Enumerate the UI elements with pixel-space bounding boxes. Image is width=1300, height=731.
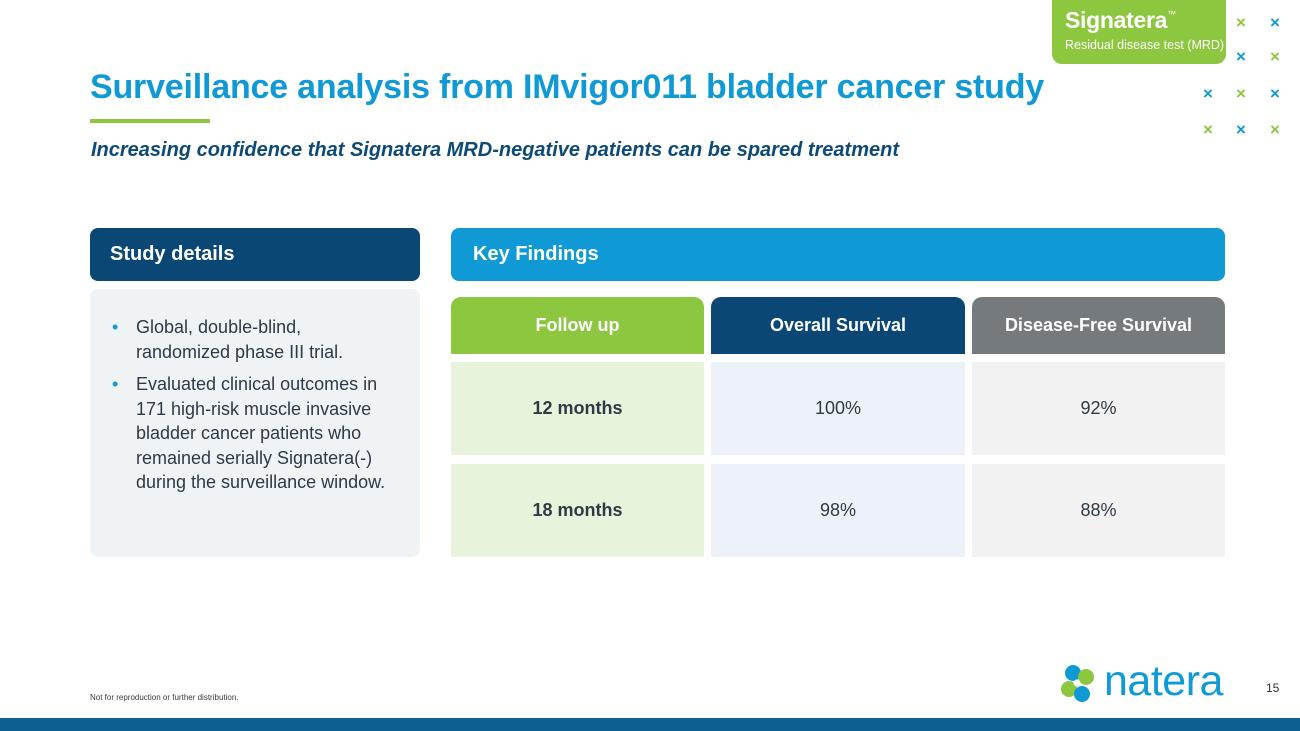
cell-follow-up-row2: 18 months <box>451 464 704 557</box>
column-header-follow-up: Follow up <box>451 297 704 354</box>
decor-x-icon: × <box>1270 120 1280 139</box>
page-subtitle: Increasing confidence that Signatera MRD… <box>91 139 899 161</box>
cell-follow-up-row1: 12 months <box>451 362 704 455</box>
cell-overall-survival-row1: 100% <box>711 362 965 455</box>
badge-subtitle: Residual disease test (MRD) <box>1065 38 1225 52</box>
badge-name: Signatera™ <box>1065 7 1176 33</box>
study-detail-bullet: • Global, double-blind, randomized phase… <box>112 317 344 362</box>
cell-overall-survival-row2: 98% <box>711 464 965 557</box>
decor-x-icon: × <box>1270 13 1280 32</box>
study-details-heading: Study details <box>90 228 420 281</box>
natera-logo-icon <box>1061 665 1094 702</box>
bullet-icon: • <box>112 374 119 394</box>
bullet-icon: • <box>112 317 119 337</box>
footnote: Not for reproduction or further distribu… <box>90 693 239 702</box>
column-header-disease-free-survival: Disease-Free Survival <box>972 297 1225 354</box>
decor-x-icon: × <box>1236 120 1246 139</box>
signatera-badge: Signatera™ Residual disease test (MRD) <box>1052 0 1226 64</box>
cell-disease-free-row1: 92% <box>972 362 1225 455</box>
title-underline <box>90 119 210 123</box>
page-number: 15 <box>1266 681 1280 695</box>
decor-x-icon: × <box>1270 84 1280 103</box>
decor-x-icon: × <box>1203 84 1213 103</box>
decor-x-icon: × <box>1236 13 1246 32</box>
cell-disease-free-row2: 88% <box>972 464 1225 557</box>
footer-bar <box>0 718 1300 731</box>
study-details-panel: • Global, double-blind, randomized phase… <box>90 289 420 557</box>
page-title: Surveillance analysis from IMvigor011 bl… <box>90 68 1045 106</box>
decor-x-icon: × <box>1203 120 1213 139</box>
natera-wordmark: natera <box>1104 657 1223 705</box>
key-findings-heading: Key Findings <box>451 228 1225 281</box>
study-detail-bullet: • Evaluated clinical outcomes in 171 hig… <box>112 374 386 492</box>
decor-x-icon: × <box>1236 47 1246 66</box>
column-header-overall-survival: Overall Survival <box>711 297 965 354</box>
decor-x-icon: × <box>1236 84 1246 103</box>
decor-x-icon: × <box>1270 47 1280 66</box>
natera-logo: natera <box>1060 657 1230 705</box>
